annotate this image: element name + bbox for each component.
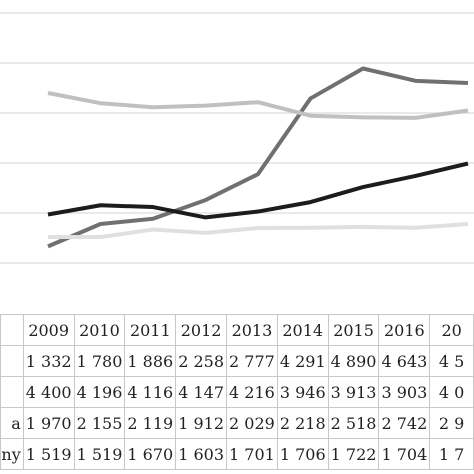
data-label: 1 701 <box>226 438 278 470</box>
data-label: 2 518 <box>327 407 380 439</box>
data-label: 4 400 <box>22 376 75 408</box>
data-label: 1 603 <box>175 438 228 470</box>
gridlines <box>0 12 474 264</box>
table-row: 4 400 4 196 4 116 4 147 4 216 3 946 3 913 3 903… <box>0 376 474 408</box>
data-label: 2 218 <box>276 407 329 439</box>
data-label: 1 886 <box>124 345 177 377</box>
table-row: 1 332 1 780 1 886 2 258 2 777 4 291 4 890 4 643… <box>0 345 474 377</box>
series-line-1 <box>47 66 469 249</box>
data-label: 3 903 <box>378 376 431 408</box>
year-header: 2016 <box>378 314 431 346</box>
data-label: 4 890 <box>327 345 380 377</box>
data-label: 1 519 <box>73 438 126 470</box>
data-label: 2 119 <box>124 407 177 439</box>
data-label: 4 116 <box>124 376 177 408</box>
data-label: 2 258 <box>175 345 228 377</box>
table-header-row: 2009 2010 2011 2012 2013 2014 2015 2016 20 <box>0 314 474 346</box>
year-header: 2012 <box>175 314 228 346</box>
data-label: 2 742 <box>378 407 431 439</box>
data-label: 1 519 <box>22 438 75 470</box>
data-label: 1 332 <box>22 345 75 377</box>
year-header: 2015 <box>327 314 380 346</box>
data-label: 1 670 <box>124 438 177 470</box>
year-header: 2009 <box>22 314 75 346</box>
year-header: 20 <box>429 314 474 346</box>
data-label: 1 970 <box>22 407 75 439</box>
data-label: 1 722 <box>327 438 380 470</box>
data-label: 3 946 <box>276 376 329 408</box>
series-label: ny <box>0 438 24 470</box>
data-label: 3 913 <box>327 376 380 408</box>
series-label: a <box>0 407 24 439</box>
year-header: 2011 <box>124 314 177 346</box>
data-label: 4 5 <box>429 345 474 377</box>
data-label: 1 780 <box>73 345 126 377</box>
series-lines <box>47 66 469 249</box>
series-label <box>0 376 24 408</box>
year-header: 2014 <box>276 314 329 346</box>
data-label: 4 196 <box>73 376 126 408</box>
data-label: 1 706 <box>276 438 329 470</box>
data-label: 4 291 <box>276 345 329 377</box>
data-label: 2 029 <box>226 407 278 439</box>
data-label: 4 0 <box>429 376 474 408</box>
line-chart <box>0 12 474 264</box>
series-label <box>0 345 24 377</box>
data-label: 2 155 <box>73 407 126 439</box>
data-table: 2009 2010 2011 2012 2013 2014 2015 2016 20 1 332 1… <box>0 314 474 470</box>
data-label: 1 704 <box>378 438 431 470</box>
series-line-3 <box>47 161 469 220</box>
table-corner <box>0 314 24 346</box>
data-label: 1 7 <box>429 438 474 470</box>
data-label: 2 9 <box>429 407 474 439</box>
series-line-2 <box>47 91 469 120</box>
data-label: 2 777 <box>226 345 278 377</box>
series-line-4 <box>48 222 469 240</box>
table-row: ny 1 519 1 519 1 670 1 603 1 701 1 706 1 722 1 7… <box>0 438 474 470</box>
data-label: 4 147 <box>175 376 228 408</box>
data-label: 4 216 <box>226 376 278 408</box>
year-header: 2013 <box>226 314 278 346</box>
data-label: 4 643 <box>378 345 431 377</box>
data-label: 1 912 <box>175 407 228 439</box>
year-header: 2010 <box>73 314 126 346</box>
